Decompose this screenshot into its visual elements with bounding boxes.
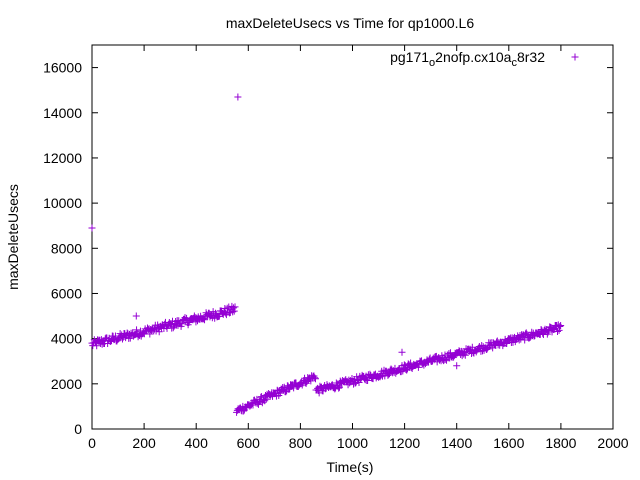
data-point (385, 370, 393, 378)
x-tick-label: 1000 (337, 435, 368, 451)
data-point (261, 397, 269, 405)
data-point (556, 323, 564, 331)
data-point (307, 377, 315, 385)
x-axis-label: Time(s) (327, 459, 374, 475)
data-point (231, 303, 239, 311)
data-point (229, 304, 237, 312)
data-point (335, 383, 343, 391)
data-point (230, 307, 238, 315)
data-point (364, 376, 372, 384)
data-point (178, 320, 186, 328)
y-tick-label: 12000 (43, 150, 82, 166)
data-point (302, 379, 310, 387)
data-point (385, 370, 393, 378)
chart-title: maxDeleteUsecs vs Time for qp1000.L6 (226, 15, 474, 31)
y-tick-label: 16000 (43, 60, 82, 76)
data-point (171, 320, 179, 328)
data-point (461, 351, 469, 359)
data-point (97, 336, 105, 344)
x-tick-label: 1400 (441, 435, 472, 451)
data-point (223, 304, 231, 312)
series-points (88, 93, 565, 416)
data-point (146, 330, 154, 338)
data-point (399, 367, 407, 375)
data-point-outlier (234, 93, 242, 101)
data-point (229, 308, 237, 316)
data-point-outlier (132, 312, 140, 320)
data-point (155, 328, 163, 336)
y-tick-label: 14000 (43, 105, 82, 121)
data-point-outlier (88, 224, 96, 232)
x-tick-label: 1200 (389, 435, 420, 451)
data-point (493, 337, 501, 345)
y-tick-label: 0 (74, 421, 82, 437)
data-point (528, 328, 536, 336)
data-point (101, 335, 109, 343)
data-point (384, 371, 392, 379)
data-point-outlier (398, 348, 406, 356)
data-point (181, 314, 189, 322)
data-point (397, 368, 405, 376)
data-point (554, 328, 562, 336)
y-tick-label: 4000 (51, 331, 82, 347)
data-point (240, 407, 248, 415)
y-tick-label: 8000 (51, 240, 82, 256)
data-point (522, 329, 530, 337)
x-tick-label: 400 (185, 435, 209, 451)
data-point (483, 345, 491, 353)
data-point (523, 330, 531, 338)
y-tick-label: 2000 (51, 376, 82, 392)
x-tick-label: 600 (237, 435, 261, 451)
data-point (312, 375, 320, 383)
data-point (93, 342, 101, 350)
legend: pg171o2nofp.cx10ac8r32 (390, 49, 579, 69)
x-tick-label: 2000 (597, 435, 628, 451)
data-point (290, 384, 298, 392)
x-tick-label: 1800 (545, 435, 576, 451)
x-tick-label: 0 (88, 435, 96, 451)
data-point-outlier (453, 362, 461, 370)
data-point (285, 385, 293, 393)
data-point (335, 384, 343, 392)
legend-plus-marker (571, 53, 579, 61)
x-tick-label: 1600 (493, 435, 524, 451)
data-point (201, 316, 209, 324)
x-axis: 0 200 400 600 800 1000 1200 1400 1600 1800 2000 (88, 45, 629, 451)
data-point (555, 326, 563, 334)
y-axis: 0 2000 4000 6000 8000 10000 12000 14000 16000 (43, 60, 613, 437)
data-point (414, 363, 422, 371)
legend-label: pg171o2nofp.cx10ac8r32 (390, 49, 545, 69)
data-point (301, 379, 309, 387)
data-point (517, 335, 525, 343)
data-point (369, 375, 377, 383)
x-tick-label: 800 (289, 435, 313, 451)
y-tick-label: 6000 (51, 285, 82, 301)
data-point (428, 357, 436, 365)
data-point (276, 389, 284, 397)
data-point (311, 374, 319, 382)
legend-marker (571, 53, 579, 61)
data-point (355, 379, 363, 387)
data-point (133, 326, 141, 334)
data-point (316, 382, 324, 390)
y-axis-label: maxDeleteUsecs (5, 184, 21, 290)
data-point (286, 385, 294, 393)
plot-frame (91, 44, 614, 430)
data-point (262, 395, 270, 403)
data-point (402, 365, 410, 373)
data-point (438, 352, 446, 360)
x-tick-label: 200 (132, 435, 156, 451)
data-point (172, 317, 180, 325)
data-point (557, 321, 565, 329)
y-tick-label: 10000 (43, 195, 82, 211)
data-point (192, 318, 200, 326)
